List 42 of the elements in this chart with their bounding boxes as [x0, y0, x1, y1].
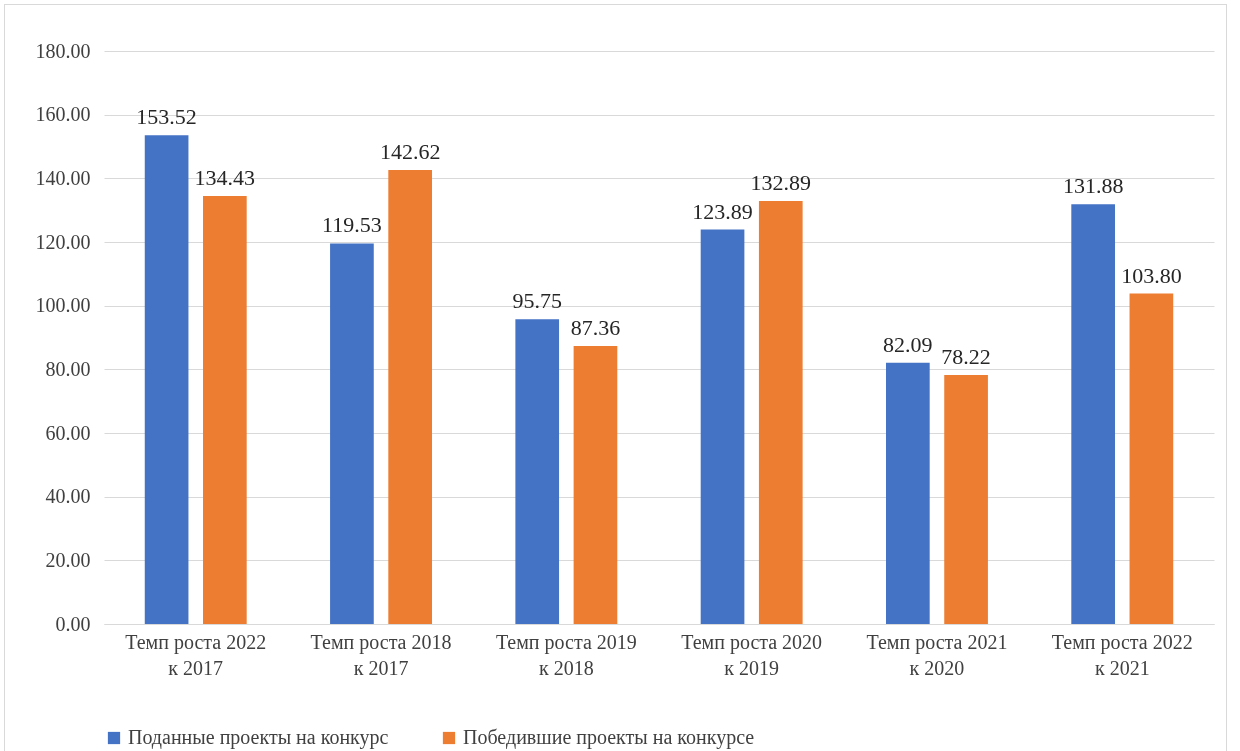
- data-label: 142.62: [379, 138, 441, 164]
- y-tick-label: 140.00: [35, 166, 91, 189]
- data-label: 153.52: [136, 104, 197, 130]
- data-label: 123.89: [692, 198, 753, 224]
- y-tick-label: 80.00: [45, 357, 91, 380]
- y-tick-label: 180.00: [35, 39, 91, 62]
- bar: [203, 196, 247, 624]
- legend-label: Поданные проекты на конкурс: [128, 726, 389, 749]
- bar: [700, 229, 745, 624]
- data-label: 132.89: [750, 169, 812, 195]
- bar: [144, 135, 189, 624]
- legend-label: Победившие проекты на конкурсе: [463, 726, 755, 749]
- x-tick-label: Темп роста 2018 к 2017: [310, 630, 452, 679]
- y-tick-label: 60.00: [45, 421, 91, 444]
- y-tick-label: 100.00: [35, 294, 91, 317]
- bar: [886, 362, 930, 624]
- data-label: 95.75: [512, 288, 562, 314]
- x-tick-label: Темп роста 2022 к 2021: [1051, 630, 1193, 679]
- y-tick-label: 0.00: [55, 612, 91, 635]
- data-label: 87.36: [570, 314, 621, 340]
- bar: [573, 345, 618, 624]
- x-tick-label: Темп роста 2022 к 2017: [125, 630, 267, 679]
- data-label: 78.22: [941, 344, 991, 369]
- bar: [330, 243, 374, 624]
- y-tick-label: 40.00: [45, 485, 91, 508]
- data-label: 134.43: [194, 165, 256, 191]
- bar: [758, 200, 803, 624]
- y-tick-label: 120.00: [35, 230, 91, 253]
- data-label: 82.09: [883, 331, 933, 357]
- x-tick-label: Темп роста 2019 к 2018: [495, 630, 637, 679]
- bar: [515, 319, 560, 624]
- bar: [944, 375, 988, 624]
- bar: [388, 169, 432, 624]
- x-tick-label: Темп роста 2021 к 2020: [866, 630, 1008, 679]
- bar: [1071, 204, 1115, 624]
- y-tick-label: 20.00: [45, 548, 91, 571]
- data-label: 103.80: [1121, 262, 1182, 288]
- data-label: 131.88: [1062, 173, 1124, 199]
- bar: [1129, 293, 1174, 624]
- x-tick-label: Темп роста 2020 к 2019: [681, 630, 823, 679]
- data-label: 119.53: [322, 212, 382, 238]
- y-tick-label: 160.00: [35, 103, 91, 126]
